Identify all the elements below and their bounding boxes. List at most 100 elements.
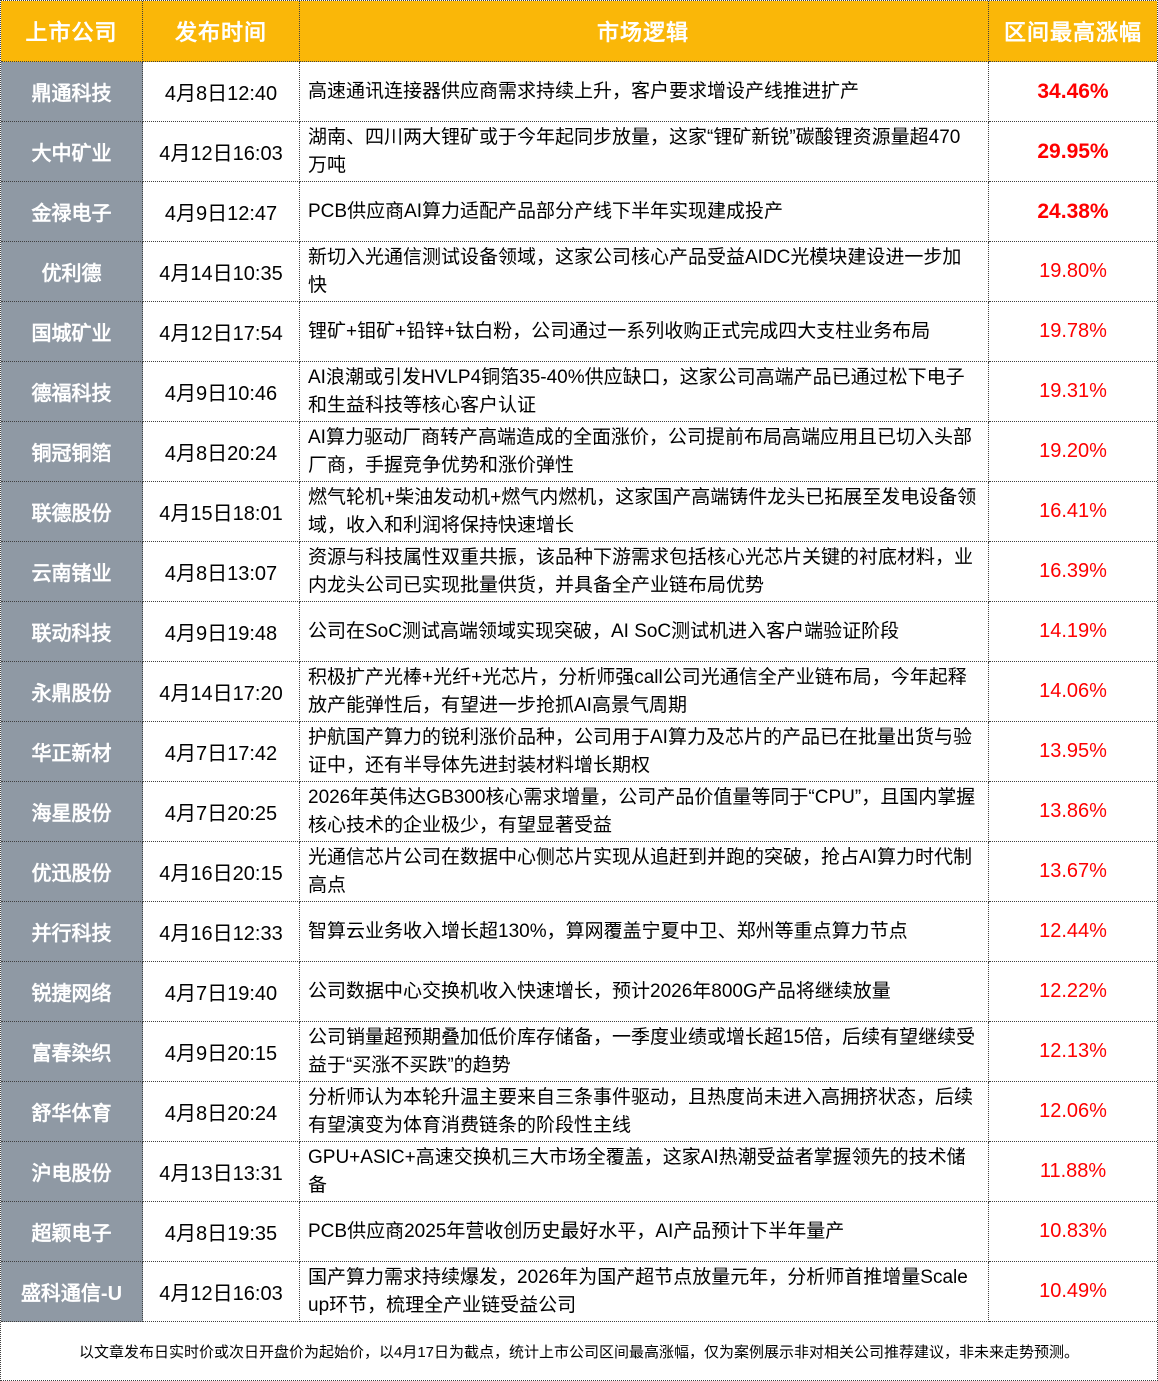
company-name-cell: 永鼎股份 — [1, 662, 143, 722]
table-row: 富春染织 4月9日20:15 公司销量超预期叠加低价库存储备，一季度业绩或增长超… — [1, 1022, 1157, 1082]
company-name-cell: 锐捷网络 — [1, 962, 143, 1022]
max-gain-cell: 12.44% — [989, 902, 1157, 962]
market-logic-cell: PCB供应商2025年营收创历史最好水平，AI产品预计下半年量产 — [300, 1202, 989, 1262]
company-name-cell: 联德股份 — [1, 482, 143, 542]
market-logic-cell: 湖南、四川两大锂矿或于今年起同步放量，这家“锂矿新锐”碳酸锂资源量超470万吨 — [300, 122, 989, 182]
company-name-cell: 德福科技 — [1, 362, 143, 422]
table-row: 优迅股份 4月16日20:15 光通信芯片公司在数据中心侧芯片实现从追赶到并跑的… — [1, 842, 1157, 902]
market-logic-cell: 护航国产算力的锐利涨价品种，公司用于AI算力及芯片的产品已在批量出货与验证中，还… — [300, 722, 989, 782]
company-name-cell: 云南锗业 — [1, 542, 143, 602]
company-name-cell: 富春染织 — [1, 1022, 143, 1082]
table-row: 联动科技 4月9日19:48 公司在SoC测试高端领域实现突破，AI SoC测试… — [1, 602, 1157, 662]
company-name-cell: 超颖电子 — [1, 1202, 143, 1262]
company-name-cell: 沪电股份 — [1, 1142, 143, 1202]
market-logic-cell: GPU+ASIC+高速交换机三大市场全覆盖，这家AI热潮受益者掌握领先的技术储备 — [300, 1142, 989, 1202]
max-gain-cell: 12.13% — [989, 1022, 1157, 1082]
company-name-cell: 铜冠铜箔 — [1, 422, 143, 482]
table-row: 盛科通信-U 4月12日16:03 国产算力需求持续爆发，2026年为国产超节点… — [1, 1262, 1157, 1322]
max-gain-cell: 13.95% — [989, 722, 1157, 782]
market-logic-cell: 新切入光通信测试设备领域，这家公司核心产品受益AIDC光模块建设进一步加快 — [300, 242, 989, 302]
publish-time-cell: 4月12日16:03 — [143, 1262, 300, 1322]
market-logic-cell: 资源与科技属性双重共振，该品种下游需求包括核心光芯片关键的衬底材料，业内龙头公司… — [300, 542, 989, 602]
market-logic-cell: 公司销量超预期叠加低价库存储备，一季度业绩或增长超15倍，后续有望继续受益于“买… — [300, 1022, 989, 1082]
company-name-cell: 金禄电子 — [1, 182, 143, 242]
table-row: 舒华体育 4月8日20:24 分析师认为本轮升温主要来自三条事件驱动，且热度尚未… — [1, 1082, 1157, 1142]
market-logic-cell: 国产算力需求持续爆发，2026年为国产超节点放量元年，分析师首推增量Scale … — [300, 1262, 989, 1322]
header-publish-time: 发布时间 — [143, 1, 300, 62]
publish-time-cell: 4月15日18:01 — [143, 482, 300, 542]
max-gain-cell: 24.38% — [989, 182, 1157, 242]
market-logic-cell: 锂矿+钼矿+铅锌+钛白粉，公司通过一系列收购正式完成四大支柱业务布局 — [300, 302, 989, 362]
table-row: 优利德 4月14日10:35 新切入光通信测试设备领域，这家公司核心产品受益AI… — [1, 242, 1157, 302]
market-logic-cell: 高速通讯连接器供应商需求持续上升，客户要求增设产线推进扩产 — [300, 62, 989, 122]
company-name-cell: 优利德 — [1, 242, 143, 302]
publish-time-cell: 4月9日12:47 — [143, 182, 300, 242]
market-logic-cell: 公司在SoC测试高端领域实现突破，AI SoC测试机进入客户端验证阶段 — [300, 602, 989, 662]
max-gain-cell: 19.80% — [989, 242, 1157, 302]
publish-time-cell: 4月14日10:35 — [143, 242, 300, 302]
market-logic-cell: 分析师认为本轮升温主要来自三条事件驱动，且热度尚未进入高拥挤状态，后续有望演变为… — [300, 1082, 989, 1142]
table-row: 华正新材 4月7日17:42 护航国产算力的锐利涨价品种，公司用于AI算力及芯片… — [1, 722, 1157, 782]
table-row: 沪电股份 4月13日13:31 GPU+ASIC+高速交换机三大市场全覆盖，这家… — [1, 1142, 1157, 1202]
max-gain-cell: 19.78% — [989, 302, 1157, 362]
publish-time-cell: 4月8日20:24 — [143, 422, 300, 482]
table-row: 并行科技 4月16日12:33 智算云业务收入增长超130%，算网覆盖宁夏中卫、… — [1, 902, 1157, 962]
publish-time-cell: 4月13日13:31 — [143, 1142, 300, 1202]
table-body: 鼎通科技 4月8日12:40 高速通讯连接器供应商需求持续上升，客户要求增设产线… — [1, 62, 1157, 1322]
table-row: 锐捷网络 4月7日19:40 公司数据中心交换机收入快速增长，预计2026年80… — [1, 962, 1157, 1022]
max-gain-cell: 13.67% — [989, 842, 1157, 902]
company-name-cell: 大中矿业 — [1, 122, 143, 182]
max-gain-cell: 14.06% — [989, 662, 1157, 722]
market-logic-cell: PCB供应商AI算力适配产品部分产线下半年实现建成投产 — [300, 182, 989, 242]
max-gain-cell: 10.83% — [989, 1202, 1157, 1262]
market-logic-cell: 公司数据中心交换机收入快速增长，预计2026年800G产品将继续放量 — [300, 962, 989, 1022]
publish-time-cell: 4月14日17:20 — [143, 662, 300, 722]
publish-time-cell: 4月16日20:15 — [143, 842, 300, 902]
publish-time-cell: 4月7日20:25 — [143, 782, 300, 842]
header-max-gain: 区间最高涨幅 — [989, 1, 1157, 62]
market-logic-cell: AI算力驱动厂商转产高端造成的全面涨价，公司提前布局高端应用且已切入头部厂商，手… — [300, 422, 989, 482]
table-row: 海星股份 4月7日20:25 2026年英伟达GB300核心需求增量，公司产品价… — [1, 782, 1157, 842]
header-market-logic: 市场逻辑 — [300, 1, 989, 62]
publish-time-cell: 4月12日16:03 — [143, 122, 300, 182]
max-gain-cell: 12.22% — [989, 962, 1157, 1022]
company-name-cell: 舒华体育 — [1, 1082, 143, 1142]
table-row: 鼎通科技 4月8日12:40 高速通讯连接器供应商需求持续上升，客户要求增设产线… — [1, 62, 1157, 122]
market-logic-cell: AI浪潮或引发HVLP4铜箔35-40%供应缺口，这家公司高端产品已通过松下电子… — [300, 362, 989, 422]
market-logic-cell: 积极扩产光棒+光纤+光芯片，分析师强call公司光通信全产业链布局，今年起释放产… — [300, 662, 989, 722]
publish-time-cell: 4月16日12:33 — [143, 902, 300, 962]
company-name-cell: 联动科技 — [1, 602, 143, 662]
table-row: 超颖电子 4月8日19:35 PCB供应商2025年营收创历史最好水平，AI产品… — [1, 1202, 1157, 1262]
table-row: 金禄电子 4月9日12:47 PCB供应商AI算力适配产品部分产线下半年实现建成… — [1, 182, 1157, 242]
max-gain-cell: 29.95% — [989, 122, 1157, 182]
max-gain-cell: 10.49% — [989, 1262, 1157, 1322]
market-logic-cell: 燃气轮机+柴油发动机+燃气内燃机，这家国产高端铸件龙头已拓展至发电设备领域，收入… — [300, 482, 989, 542]
publish-time-cell: 4月12日17:54 — [143, 302, 300, 362]
publish-time-cell: 4月7日19:40 — [143, 962, 300, 1022]
table-row: 铜冠铜箔 4月8日20:24 AI算力驱动厂商转产高端造成的全面涨价，公司提前布… — [1, 422, 1157, 482]
company-name-cell: 鼎通科技 — [1, 62, 143, 122]
company-name-cell: 华正新材 — [1, 722, 143, 782]
table-row: 大中矿业 4月12日16:03 湖南、四川两大锂矿或于今年起同步放量，这家“锂矿… — [1, 122, 1157, 182]
market-logic-cell: 光通信芯片公司在数据中心侧芯片实现从追赶到并跑的突破，抢占AI算力时代制高点 — [300, 842, 989, 902]
publish-time-cell: 4月8日19:35 — [143, 1202, 300, 1262]
table-row: 云南锗业 4月8日13:07 资源与科技属性双重共振，该品种下游需求包括核心光芯… — [1, 542, 1157, 602]
publish-time-cell: 4月8日13:07 — [143, 542, 300, 602]
publish-time-cell: 4月7日17:42 — [143, 722, 300, 782]
market-logic-cell: 2026年英伟达GB300核心需求增量，公司产品价值量等同于“CPU”，且国内掌… — [300, 782, 989, 842]
table-footnote: 以文章发布日实时价或次日开盘价为起始价，以4月17日为截点，统计上市公司区间最高… — [78, 1343, 1080, 1361]
company-name-cell: 优迅股份 — [1, 842, 143, 902]
max-gain-cell: 16.41% — [989, 482, 1157, 542]
company-name-cell: 盛科通信-U — [1, 1262, 143, 1322]
max-gain-cell: 12.06% — [989, 1082, 1157, 1142]
company-name-cell: 海星股份 — [1, 782, 143, 842]
table-row: 联德股份 4月15日18:01 燃气轮机+柴油发动机+燃气内燃机，这家国产高端铸… — [1, 482, 1157, 542]
max-gain-cell: 19.31% — [989, 362, 1157, 422]
company-name-cell: 并行科技 — [1, 902, 143, 962]
table-row: 国城矿业 4月12日17:54 锂矿+钼矿+铅锌+钛白粉，公司通过一系列收购正式… — [1, 302, 1157, 362]
max-gain-cell: 34.46% — [989, 62, 1157, 122]
publish-time-cell: 4月8日20:24 — [143, 1082, 300, 1142]
table-header-row: 上市公司 发布时间 市场逻辑 区间最高涨幅 — [1, 1, 1157, 62]
header-company: 上市公司 — [1, 1, 143, 62]
